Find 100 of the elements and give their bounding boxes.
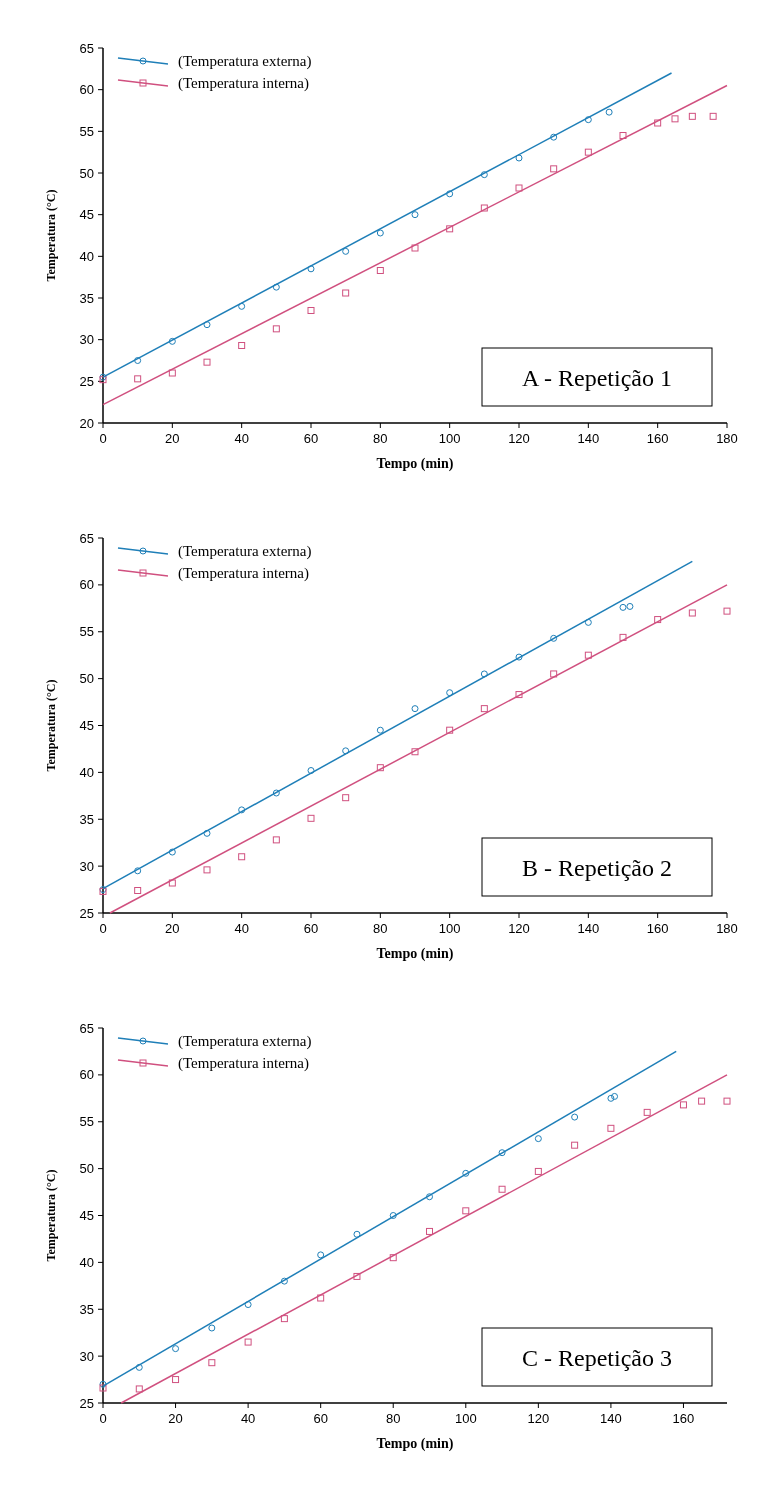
point [446,726,454,734]
y-tick-label: 30 [79,1348,94,1364]
point [607,1124,615,1132]
x-tick-label: 40 [234,921,249,936]
y-tick-label: 60 [79,1067,94,1083]
point [515,653,523,661]
point [607,1094,615,1102]
point [244,1301,252,1309]
point [584,148,592,156]
point [688,112,696,120]
point [411,211,419,219]
point [534,1135,542,1143]
point [342,247,350,255]
y-tick-label: 65 [79,530,94,546]
point [654,119,662,127]
point [480,171,488,179]
point [411,748,419,756]
point [342,794,350,802]
point [135,1363,143,1371]
point [550,670,558,678]
point [203,866,211,874]
x-tick-label: 160 [672,1411,695,1426]
point [307,307,315,314]
point [571,1141,579,1149]
point [411,244,419,252]
y-axis-title: Temperatura (°C) [44,679,58,772]
point [446,689,454,697]
y-axis-title: Temperatura (°C) [44,189,58,282]
y-tick-label: 35 [79,1301,94,1317]
point [605,108,613,116]
point [203,829,211,837]
y-tick-label: 40 [79,764,94,780]
x-tick-label: 180 [716,921,738,936]
point [584,651,592,659]
y-tick-label: 30 [79,858,94,874]
y-tick-label: 45 [79,718,94,733]
y-tick-label: 25 [79,905,94,921]
point [654,616,662,624]
point [168,337,176,345]
point [353,1272,361,1280]
x-tick-label: 120 [508,921,530,936]
point [238,853,246,861]
point [208,1324,216,1332]
y-tick-label: 65 [79,40,94,56]
y-tick-label: 35 [79,811,94,827]
point [446,225,454,233]
point [134,887,142,894]
x-tick-label: 140 [577,921,600,936]
point [280,1315,288,1323]
point [688,609,696,617]
point [626,602,634,610]
point [99,1384,107,1392]
legend-label: (Temperatura externa) [178,1033,312,1050]
point [135,1385,143,1393]
point [317,1294,325,1302]
y-tick-label: 40 [79,248,94,264]
point [134,867,142,875]
x-tick-label: 0 [99,1411,107,1426]
point [671,115,679,123]
point [611,1092,619,1100]
legend-label: (Temperatura interna) [178,565,309,582]
point [134,357,142,364]
point [515,184,523,192]
point [203,358,211,366]
x-tick-label: 80 [373,431,388,446]
y-tick-label: 45 [79,207,94,223]
x-tick-label: 60 [313,1411,328,1426]
point [584,618,592,626]
point [238,342,246,349]
point [203,321,211,329]
y-tick-label: 25 [79,1395,94,1411]
x-tick-label: 40 [240,1411,256,1426]
point [317,1251,325,1259]
y-tick-label: 50 [79,1161,94,1177]
point [168,879,176,887]
x-tick-label: 160 [646,921,669,936]
x-tick-label: 100 [454,1411,477,1426]
y-tick-label: 50 [79,671,94,687]
point [584,116,592,124]
point [550,165,558,173]
point [698,1097,706,1105]
point [709,112,717,120]
point [480,670,488,678]
y-tick-label: 25 [79,373,94,389]
point [426,1193,434,1201]
point [244,1338,252,1346]
x-tick-label: 20 [165,431,180,446]
x-tick-label: 60 [303,431,319,446]
legend-label: (Temperatura interna) [178,75,309,92]
point [272,283,280,291]
x-axis-title: Tempo (min) [376,946,454,962]
point [643,1108,651,1116]
point [534,1167,542,1175]
point [208,1359,216,1367]
point [376,726,384,734]
x-tick-label: 80 [386,1411,401,1426]
point [342,747,350,755]
y-tick-label: 65 [79,1020,94,1036]
point [515,691,523,699]
point [134,375,142,383]
